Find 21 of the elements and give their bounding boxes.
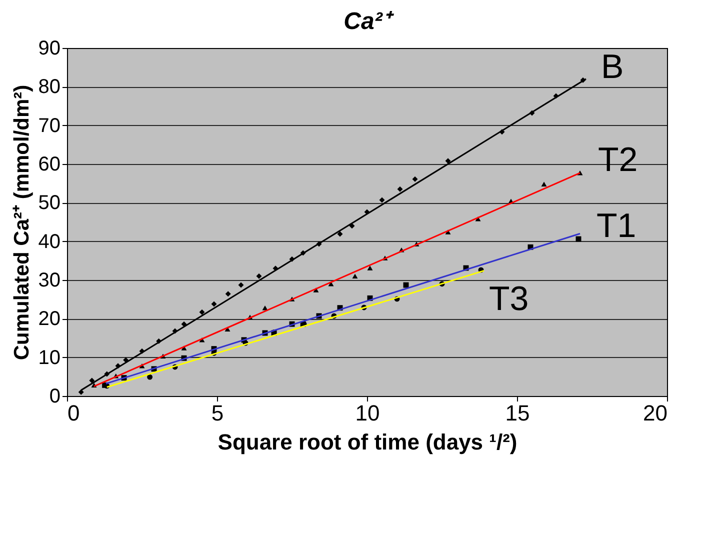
series-label: T3 [489,280,529,318]
x-tick-label: 15 [505,400,530,426]
y-tick-label: 0 [49,386,60,408]
chart-title: Ca²⁺ [344,8,394,35]
series-label: T1 [596,207,636,246]
y-tick-label: 10 [38,346,60,369]
y-tick-label: 30 [38,270,60,292]
x-tick-label: 20 [643,400,668,426]
y-tick-label: 80 [38,76,60,98]
y-tick-label: 50 [38,192,60,214]
y-tick-label: 90 [38,38,60,60]
series-label: B [601,48,624,86]
x-tick-label: 5 [211,400,224,426]
x-tick-label: 0 [68,400,80,426]
y-tick-label: 70 [38,114,60,137]
y-tick-label: 20 [38,308,60,330]
x-tick-label: 10 [355,400,380,426]
y-tick-label: 60 [38,154,60,176]
x-axis-title: Square root of time (days ¹/²) [218,430,518,454]
y-axis-title: Cumulated Ca²⁺ (mmol/dm²) [10,84,34,360]
y-tick-label: 40 [38,230,60,253]
